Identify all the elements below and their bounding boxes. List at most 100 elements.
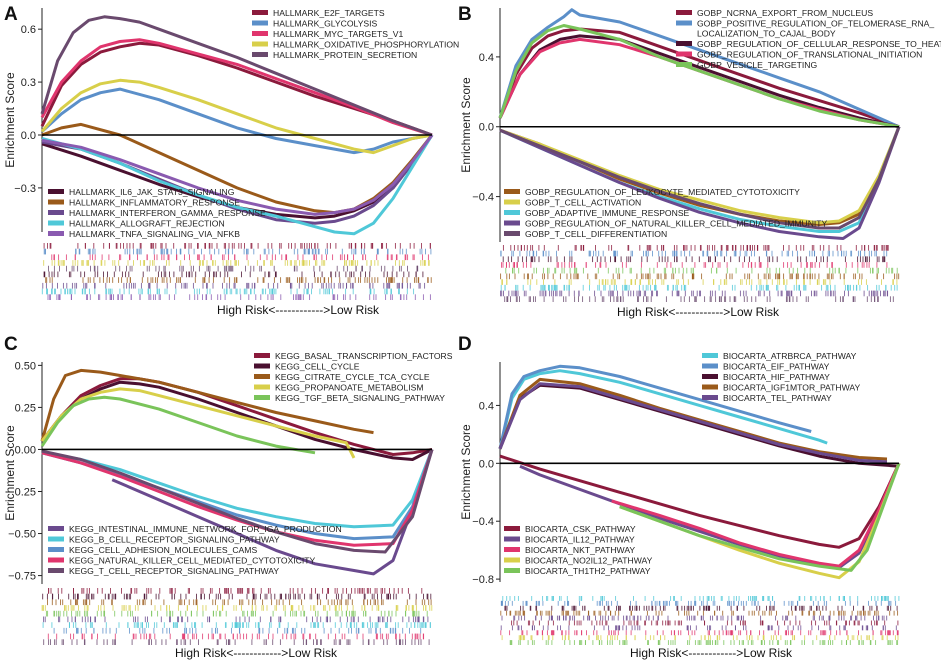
legend-swatch xyxy=(702,363,718,369)
legend-bottom: BIOCARTA_CSK_PATHWAYBIOCARTA_IL12_PATHWA… xyxy=(504,524,653,576)
legend-label: KEGG_TGF_BETA_SIGNALING_PATHWAY xyxy=(275,393,445,403)
legend-swatch xyxy=(702,353,718,358)
y-tick-label: 0.25 xyxy=(15,402,36,414)
series-line-gobp-t-cell-activation xyxy=(499,126,901,225)
legend-label: GOBP_ADAPTIVE_IMMUNE_RESPONSE xyxy=(525,208,690,218)
series-line-kegg-t-cell-receptor-signaling-pathway xyxy=(41,449,434,554)
y-tick-label: −0.4 xyxy=(472,516,494,528)
y-tick-label: 0.4 xyxy=(479,52,494,64)
legend-label: HALLMARK_ALLOGRAFT_REJECTION xyxy=(69,219,225,229)
legend-swatch xyxy=(504,231,520,236)
panel-c: C 0.50 0.25 0.00 −0.25 −0.50 −0.75 Enrichment S… xyxy=(3,334,453,660)
legend-label: BIOCARTA_EIF_PATHWAY xyxy=(723,362,830,372)
legend-bottom: HALLMARK_IL6_JAK_STAT3_SIGNALINGHALLMARK… xyxy=(48,187,266,239)
y-tick-label: 0.3 xyxy=(21,77,36,89)
y-tick-label: −0.8 xyxy=(472,574,494,586)
series-line-hallmark-tnfa-signaling-via-nfkb xyxy=(41,134,434,216)
legend-swatch xyxy=(48,557,64,563)
legend-label: KEGG_CELL_ADHESION_MOLECULES_CAMS xyxy=(69,545,257,555)
legend-swatch xyxy=(254,384,270,390)
legend-label: GOBP_T_CELL_DIFFERENTIATION xyxy=(525,229,667,239)
legend-swatch xyxy=(504,210,520,215)
series-line-gobp-positive-regulation-of-telomerase-rna-localization-to-cajal-body xyxy=(498,8,900,129)
legend-top: BIOCARTA_ATRBRCA_PATHWAYBIOCARTA_EIF_PAT… xyxy=(702,351,860,403)
legend-label: BIOCARTA_TEL_PATHWAY xyxy=(723,393,832,403)
series-line-hallmark-allograft-rejection xyxy=(41,134,434,236)
x-axis-label: High Risk<------------>Low Risk xyxy=(217,303,380,317)
rug-plot xyxy=(41,588,433,645)
legend-label: HALLMARK_OXIDATIVE_PHOSPHORYLATION xyxy=(273,40,459,50)
legend-label: BIOCARTA_NKT_PATHWAY xyxy=(525,545,635,555)
legend-label: HALLMARK_INFLAMMATORY_RESPONSE xyxy=(69,198,240,208)
legend-label: HALLMARK_PROTEIN_SECRETION xyxy=(273,50,417,60)
series-line-biocarta-atrbrca-pathway xyxy=(498,369,828,450)
legend-swatch xyxy=(504,526,520,531)
legend-swatch xyxy=(252,10,268,15)
legend-top: KEGG_BASAL_TRANSCRIPTION_FACTORSKEGG_CEL… xyxy=(254,351,453,403)
legend-swatch xyxy=(48,220,64,226)
legend-label: KEGG_BASAL_TRANSCRIPTION_FACTORS xyxy=(275,351,453,361)
legend-swatch xyxy=(702,384,718,390)
legend-label: BIOCARTA_IGF1MTOR_PATHWAY xyxy=(723,383,860,393)
series-line-kegg-b-cell-receptor-signaling-pathway xyxy=(41,448,434,529)
legend-swatch xyxy=(48,547,64,552)
legend-swatch xyxy=(504,568,520,573)
y-tick-label: 0.6 xyxy=(21,24,36,36)
legend-swatch xyxy=(504,547,520,552)
legend-swatch xyxy=(504,536,520,542)
legend-label: BIOCARTA_TH1TH2_PATHWAY xyxy=(525,566,651,576)
legend-swatch xyxy=(504,199,520,205)
legend-swatch xyxy=(252,31,268,36)
legend-label: HALLMARK_E2F_TARGETS xyxy=(273,8,385,18)
legend-label: GOBP_REGULATION_OF_NATURAL_KILLER_CELL_M… xyxy=(525,219,828,229)
legend-label: KEGG_NATURAL_KILLER_CELL_MEDIATED_CYTOTO… xyxy=(69,556,316,566)
y-axis-label: Enrichment Score xyxy=(459,424,473,520)
y-tick-label: −0.75 xyxy=(8,571,36,583)
y-tick-label: 0.0 xyxy=(479,458,494,470)
y-tick-label: 0.00 xyxy=(15,444,36,456)
legend-swatch xyxy=(48,231,64,236)
series-line-gobp-regulation-of-cellular-response-to-heat xyxy=(498,34,900,129)
legend-label: KEGG_CELL_CYCLE xyxy=(275,362,360,372)
legend-swatch xyxy=(252,52,268,57)
rug-plot xyxy=(500,596,900,645)
legend-label: HALLMARK_GLYCOLYSIS xyxy=(273,19,378,29)
panel-label: A xyxy=(4,4,18,25)
y-axis-label: Enrichment Score xyxy=(3,72,17,168)
legend-label: KEGG_T_CELL_RECEPTOR_SIGNALING_PATHWAY xyxy=(69,566,279,576)
series-line-hallmark-oxidative-phosphorylation xyxy=(40,78,433,155)
series-line-biocarta-th1th2-pathway xyxy=(619,462,901,572)
legend-label: HALLMARK_TNFA_SIGNALING_VIA_NFKB xyxy=(69,229,240,239)
x-axis-label: High Risk<------------>Low Risk xyxy=(630,646,793,660)
legend-label: GOBP_VESICLE_TARGETING xyxy=(697,60,818,70)
series-line-biocarta-nkt-pathway xyxy=(611,462,901,568)
series-line-hallmark-protein-secretion xyxy=(40,15,433,137)
legend-label: BIOCARTA_NO2IL12_PATHWAY xyxy=(525,556,653,566)
legend-swatch xyxy=(252,41,268,47)
legend-swatch xyxy=(676,41,692,46)
legend-swatch xyxy=(676,10,692,15)
x-axis-label: High Risk<------------>Low Risk xyxy=(175,646,338,660)
legend-label: GOBP_REGULATION_OF_LEUKOCYTE_MEDIATED_CY… xyxy=(525,187,800,197)
series-line-hallmark-glycolysis xyxy=(40,87,433,155)
legend-swatch xyxy=(48,189,64,194)
legend-label: GOBP_POSITIVE_REGULATION_OF_TELOMERASE_R… xyxy=(697,19,934,29)
legend-label: GOBP_T_CELL_ACTIVATION xyxy=(525,198,641,208)
series-line-biocarta-eif-pathway xyxy=(498,364,812,450)
series-line-kegg-citrate-cycle-tca-cycle xyxy=(40,368,374,442)
legend-top: GOBP_NCRNA_EXPORT_FROM_NUCLEUSGOBP_POSIT… xyxy=(676,8,941,70)
legend-label: LOCALIZATION_TO_CAJAL_BODY xyxy=(697,29,836,39)
legend-swatch xyxy=(504,189,520,194)
y-tick-label: −0.4 xyxy=(472,192,494,204)
legend-swatch xyxy=(48,568,64,573)
panel-d: D 0.4 0.0 −0.4 −0.8 Enrichment Score BIOCARTA_… xyxy=(458,334,901,660)
rug-plot xyxy=(41,243,432,300)
legend-label: BIOCARTA_CSK_PATHWAY xyxy=(525,524,636,534)
panel-b: B 0.4 0.0 −0.4 Enrichment Score GOBP_NCRNA_EX… xyxy=(458,4,941,319)
y-tick-label: −0.50 xyxy=(8,529,36,541)
legend-label: KEGG_INTESTINAL_IMMUNE_NETWORK_FOR_IGA_P… xyxy=(69,524,342,534)
x-axis-label: High Risk<------------>Low Risk xyxy=(617,305,780,319)
series-line-hallmark-myc-targets-v1 xyxy=(40,38,433,137)
legend-swatch xyxy=(254,363,270,369)
